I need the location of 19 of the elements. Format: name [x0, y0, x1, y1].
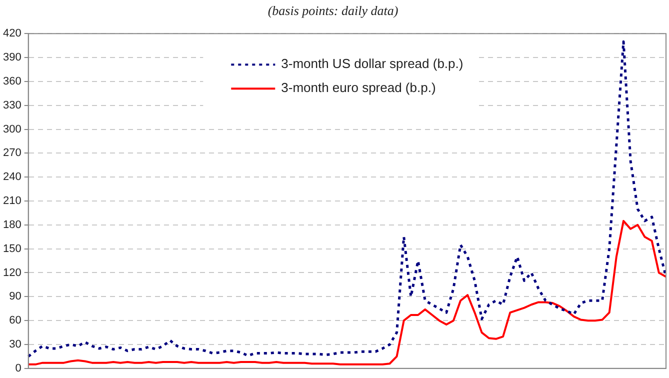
y-tick-label: 270	[2, 147, 22, 160]
line-series	[27, 40, 668, 358]
y-tick-label: 240	[2, 171, 22, 184]
y-tick-label: 300	[2, 123, 22, 136]
y-tick-label: 180	[2, 218, 22, 231]
y-tick-label: 30	[9, 338, 22, 351]
y-tick-label: 210	[2, 195, 22, 208]
y-tick-label: 150	[2, 242, 22, 255]
y-tick-label: 90	[9, 290, 22, 303]
legend-label: 3-month US dollar spread (b.p.)	[281, 56, 464, 72]
y-tick-label: 60	[9, 314, 22, 327]
y-tick-label: 330	[2, 99, 22, 112]
y-tick-label: 420	[2, 28, 22, 40]
chart-subtitle: (basis points: daily data)	[268, 3, 398, 18]
y-tick-label: 0	[15, 362, 22, 374]
y-tick-label: 360	[2, 75, 22, 88]
y-tick-label: 390	[2, 52, 22, 64]
legend-label: 3-month euro spread (b.p.)	[281, 80, 436, 96]
y-tick-label: 120	[2, 266, 22, 279]
